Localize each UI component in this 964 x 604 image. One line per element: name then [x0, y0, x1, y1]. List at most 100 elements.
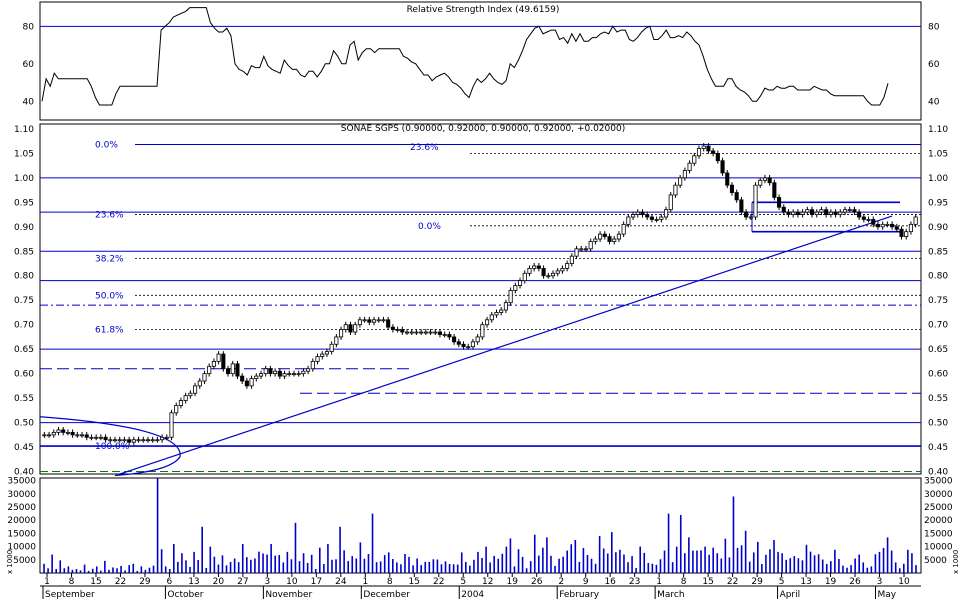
candle-body: [574, 248, 579, 257]
candle-body: [70, 431, 75, 436]
candle-body: [659, 216, 664, 220]
price-tick-label-right: 0.40: [928, 468, 948, 478]
candle-body: [809, 209, 815, 215]
candle-body: [696, 148, 702, 157]
volume-panel: 35000 35000 30000 30000 25000 25000 20000 20000…: [6, 477, 960, 574]
candle-body: [98, 436, 103, 439]
candle-body: [786, 211, 791, 215]
month-label: November: [265, 590, 312, 599]
candle-body: [485, 319, 490, 326]
candle-body: [466, 346, 471, 349]
candle-body: [631, 214, 636, 218]
candle-body: [560, 268, 565, 272]
candle-body: [61, 429, 66, 433]
price-frame: [39, 123, 922, 475]
candle-body: [254, 375, 259, 379]
time-axis: 1 8 15 22 29 6 13 20 27 3 10 17 24 1 8 15 22 5 12 19 26 2 9 16 2…: [40, 573, 921, 600]
price-tick-label-left: 1.10: [14, 125, 34, 135]
candle-body: [207, 365, 212, 375]
price-tick-label-right: 1.05: [928, 149, 948, 159]
candle-body: [456, 341, 461, 345]
volume-tick-label-left: 10000: [7, 543, 36, 553]
candle-body: [174, 405, 179, 414]
candle-body: [814, 211, 819, 215]
volume-axis: 35000 35000 30000 30000 25000 25000 20000 20000…: [6, 477, 960, 574]
candle-body: [838, 211, 843, 215]
candle-body: [216, 353, 221, 362]
candle-body: [367, 319, 372, 323]
candle-body: [842, 209, 848, 213]
candle-body: [47, 434, 52, 437]
candle-body: [687, 162, 692, 171]
candle-body: [390, 326, 395, 330]
candle-body: [211, 361, 216, 367]
day-tick-label: 15: [702, 577, 713, 587]
rsi-axis: 40 40 60 60 80 80: [23, 22, 940, 107]
price-tick-label-left: 0.40: [14, 468, 34, 478]
candle-body: [442, 334, 447, 336]
candle-body: [447, 334, 452, 338]
candle-body: [565, 263, 570, 269]
rsi-line: [41, 7, 889, 106]
candle-body: [805, 209, 810, 213]
candle-body: [428, 331, 433, 334]
candle-body: [748, 216, 753, 219]
price-tick-label-right: 0.75: [928, 296, 948, 306]
rsi-series-line: [41, 7, 889, 106]
day-tick-label: 8: [69, 577, 75, 587]
day-tick-label: 8: [387, 577, 393, 587]
candle-body: [127, 439, 132, 443]
candle-body: [287, 373, 292, 376]
fib-level-label: 100.0%: [95, 442, 130, 452]
candle-body: [885, 223, 890, 226]
candle-body: [409, 331, 414, 334]
price-overlays: 0.0% 23.6% 38.2% 50.0% 61.8% 100.0% 23.6% 0.0%: [39, 141, 921, 477]
candle-body: [136, 439, 141, 442]
rsi-tick-label-right: 60: [928, 60, 940, 70]
candle-body: [715, 152, 720, 162]
candle-body: [706, 145, 711, 152]
candle-body: [527, 268, 532, 274]
candle-body: [235, 363, 240, 377]
month-label: February: [559, 590, 600, 599]
day-tick-label: 29: [751, 577, 763, 587]
volume-tick-label-left: 20000: [7, 516, 36, 526]
candle-body: [339, 329, 344, 338]
candle-body: [329, 343, 334, 353]
candle-body: [781, 206, 786, 213]
candle-body: [734, 192, 739, 201]
candle-body: [310, 361, 315, 370]
candle-body: [508, 290, 513, 304]
candle-body: [824, 209, 829, 215]
price-tick-label-right: 0.85: [928, 247, 948, 257]
month-label: October: [167, 590, 203, 599]
price-tick-label-left: 0.65: [14, 345, 34, 355]
volume-tick-label-left: 25000: [7, 503, 36, 513]
price-tick-label-right: 0.90: [928, 223, 948, 233]
price-tick-label-right: 0.95: [928, 198, 948, 208]
candle-body: [42, 434, 47, 437]
candle-body: [268, 368, 273, 375]
candle-body: [150, 439, 155, 442]
candle-body: [753, 184, 758, 218]
candle-body: [386, 319, 391, 328]
month-label: 2004: [461, 590, 484, 599]
candle-body: [249, 378, 254, 387]
price-tick-label-right: 0.80: [928, 272, 948, 282]
candle-body: [682, 170, 687, 179]
candle-body: [452, 336, 457, 343]
day-tick-label: 6: [167, 577, 173, 587]
volume-tick-label-right: 25000: [924, 503, 953, 513]
day-tick-label: 2: [558, 577, 564, 587]
candle-body: [381, 319, 386, 322]
rsi-tick-label-left: 40: [23, 97, 35, 107]
candle-body: [103, 436, 108, 441]
price-axis: 0.40 0.40 0.45 0.45 0.50 0.50 0.55 0.55 0.60 0.60…: [14, 125, 948, 478]
volume-unit-label-left: x 1000: [6, 550, 14, 574]
candle-body: [871, 219, 876, 225]
volume-tick-label-left: 30000: [7, 490, 36, 500]
price-tick-label-right: 0.60: [928, 370, 948, 380]
candle-body: [513, 285, 518, 291]
candle-body: [141, 439, 146, 442]
candle-body: [626, 216, 631, 225]
